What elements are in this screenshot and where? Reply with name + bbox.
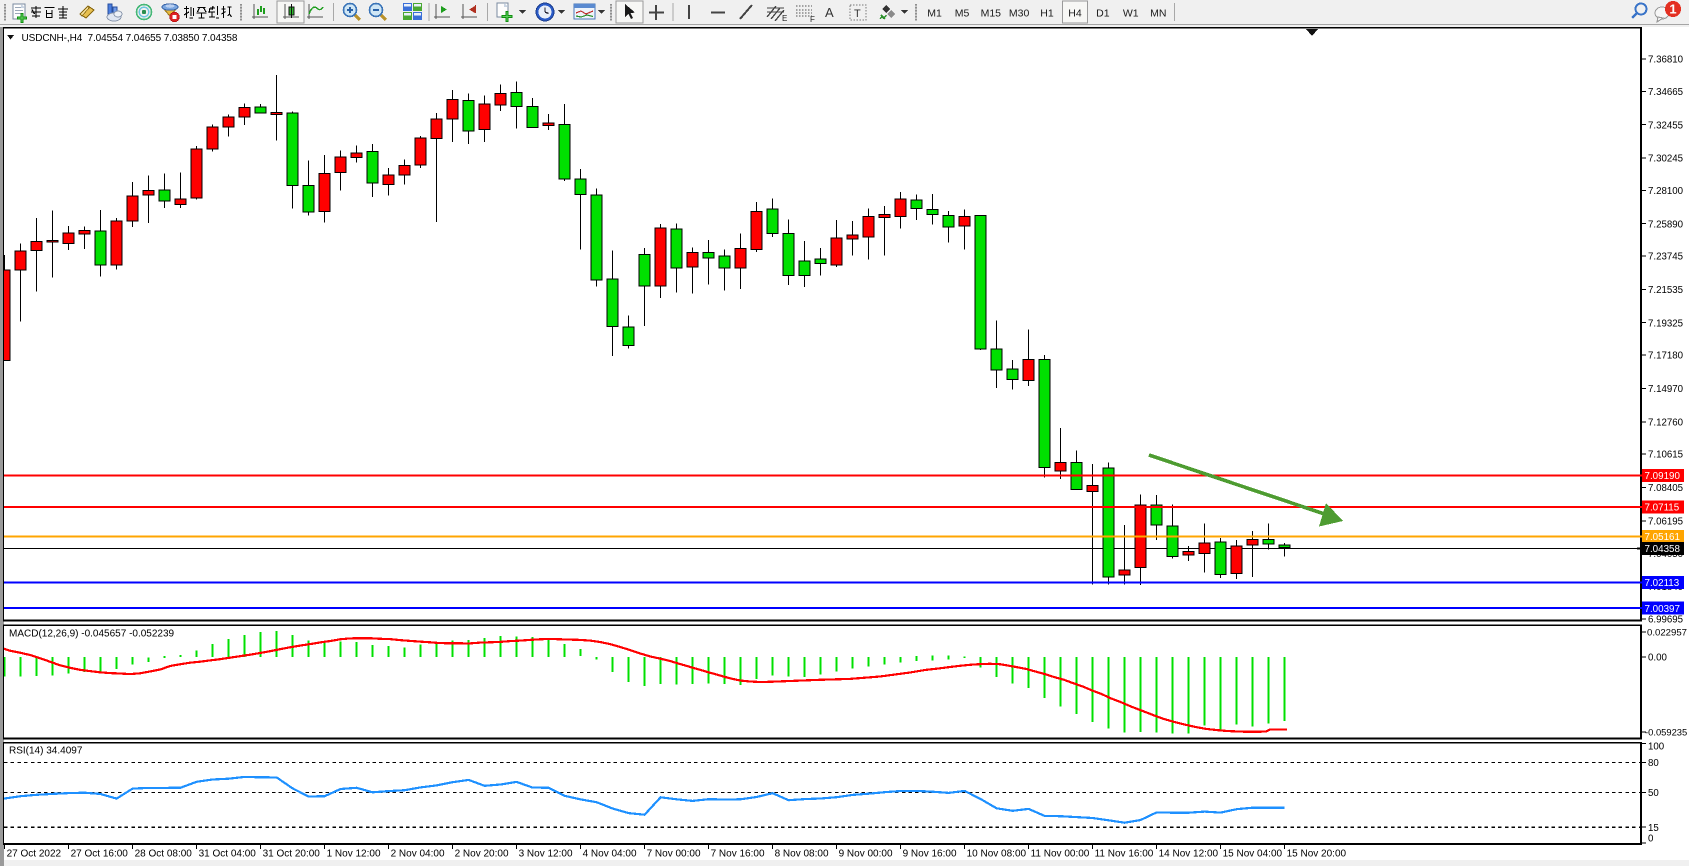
svg-text:MACD(12,26,9) -0.045657 -0.052: MACD(12,26,9) -0.045657 -0.052239 (9, 629, 175, 640)
svg-text:7.23745: 7.23745 (1648, 252, 1683, 263)
svg-text:7.10615: 7.10615 (1648, 450, 1683, 461)
svg-text:15 Nov 20:00: 15 Nov 20:00 (1287, 849, 1347, 860)
svg-text:27 Oct 16:00: 27 Oct 16:00 (71, 849, 129, 860)
svg-text:9 Nov 00:00: 9 Nov 00:00 (839, 849, 893, 860)
svg-text:7 Nov 16:00: 7 Nov 16:00 (711, 849, 765, 860)
svg-text:7.30245: 7.30245 (1648, 154, 1683, 165)
svg-text:4 Nov 04:00: 4 Nov 04:00 (583, 849, 637, 860)
svg-text:7.34665: 7.34665 (1648, 87, 1683, 98)
svg-text:H1: H1 (1040, 8, 1054, 20)
svg-text:7.07115: 7.07115 (1645, 503, 1680, 514)
svg-text:0.00: 0.00 (1648, 653, 1667, 664)
svg-text:11 Nov 00:00: 11 Nov 00:00 (1031, 849, 1090, 860)
svg-text:7.02113: 7.02113 (1645, 578, 1680, 589)
svg-text:7.32455: 7.32455 (1648, 120, 1683, 131)
svg-text:7.06195: 7.06195 (1648, 516, 1683, 527)
svg-text:7.19325: 7.19325 (1648, 318, 1683, 329)
svg-text:7.28100: 7.28100 (1648, 186, 1684, 197)
svg-text:0: 0 (1648, 834, 1654, 845)
svg-text:MN: MN (1150, 8, 1166, 20)
svg-text:D1: D1 (1096, 8, 1110, 20)
svg-text:0.022957: 0.022957 (1647, 627, 1687, 638)
svg-text:H4: H4 (1068, 8, 1082, 20)
svg-text:15 Nov 04:00: 15 Nov 04:00 (1223, 849, 1283, 860)
svg-text:7.14970: 7.14970 (1648, 384, 1684, 395)
svg-text:RSI(14) 34.4097: RSI(14) 34.4097 (9, 746, 83, 757)
svg-text:10 Nov 08:00: 10 Nov 08:00 (967, 849, 1027, 860)
svg-text:1 Nov 12:00: 1 Nov 12:00 (327, 849, 381, 860)
svg-text:M1: M1 (927, 8, 942, 20)
svg-text:3 Nov 12:00: 3 Nov 12:00 (519, 849, 573, 860)
svg-text:7.05161: 7.05161 (1645, 532, 1680, 543)
svg-text:M30: M30 (1009, 8, 1030, 20)
svg-text:50: 50 (1648, 788, 1659, 799)
svg-text:31 Oct 20:00: 31 Oct 20:00 (263, 849, 321, 860)
svg-text:7.25890: 7.25890 (1648, 219, 1684, 230)
svg-text:1: 1 (1669, 2, 1676, 17)
svg-text:100: 100 (1648, 742, 1665, 753)
svg-text:7.17180: 7.17180 (1648, 351, 1684, 362)
svg-text:7.21535: 7.21535 (1648, 285, 1683, 296)
svg-text:7.08405: 7.08405 (1648, 483, 1683, 494)
svg-text:11 Nov 16:00: 11 Nov 16:00 (1095, 849, 1154, 860)
svg-text:9 Nov 16:00: 9 Nov 16:00 (903, 849, 957, 860)
svg-text:15: 15 (1648, 823, 1659, 834)
svg-text:USDCNH-,H4 7.04554 7.04655 7.: USDCNH-,H4 7.04554 7.04655 7.03850 7.043… (22, 33, 238, 44)
svg-text:2 Nov 04:00: 2 Nov 04:00 (391, 849, 445, 860)
svg-text:T: T (854, 8, 861, 20)
svg-text:W1: W1 (1123, 8, 1139, 20)
svg-text:27 Oct 2022: 27 Oct 2022 (7, 849, 62, 860)
svg-text:8 Nov 08:00: 8 Nov 08:00 (775, 849, 829, 860)
svg-text:F: F (810, 15, 815, 24)
svg-text:2 Nov 20:00: 2 Nov 20:00 (455, 849, 509, 860)
svg-text:E: E (782, 14, 787, 23)
svg-text:M5: M5 (955, 8, 970, 20)
svg-text:7.12760: 7.12760 (1648, 417, 1684, 428)
svg-text:-0.059235: -0.059235 (1645, 727, 1687, 738)
svg-text:28 Oct 08:00: 28 Oct 08:00 (135, 849, 193, 860)
svg-text:31 Oct 04:00: 31 Oct 04:00 (199, 849, 257, 860)
svg-text:A: A (825, 5, 834, 20)
svg-text:14 Nov 12:00: 14 Nov 12:00 (1159, 849, 1219, 860)
svg-text:7.00397: 7.00397 (1645, 604, 1680, 615)
svg-text:7.04358: 7.04358 (1645, 544, 1681, 555)
svg-text:7.36810: 7.36810 (1648, 55, 1684, 66)
svg-text:80: 80 (1648, 758, 1659, 769)
svg-text:6.99695: 6.99695 (1648, 614, 1683, 625)
svg-text:7.09190: 7.09190 (1645, 471, 1681, 482)
svg-text:7 Nov 00:00: 7 Nov 00:00 (647, 849, 701, 860)
svg-text:M15: M15 (981, 8, 1002, 20)
